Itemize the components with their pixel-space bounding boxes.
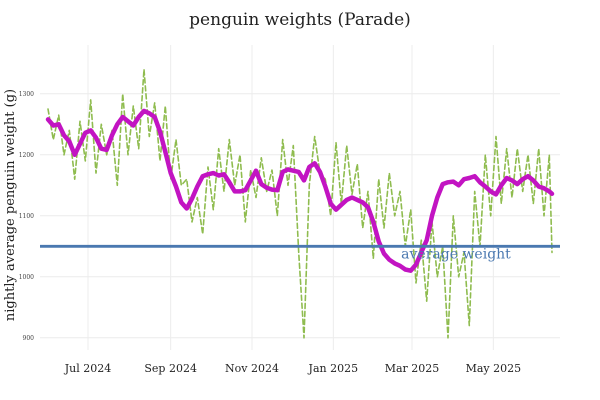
x-tick-label: Jan 2025 [308,362,359,375]
x-tick-label: Mar 2025 [385,362,440,375]
chart: penguin weights (Parade) nightly average… [0,0,600,400]
y-axis-label: nightly average penguin weight (g) [3,89,18,321]
x-tick-label: Nov 2024 [225,362,279,375]
average-weight-annotation: average weight [401,246,511,262]
y-tick-label: 1300 [19,91,34,98]
y-tick-label: 1200 [19,152,34,159]
chart-background [0,0,600,400]
x-tick-label: May 2025 [466,362,522,375]
y-tick-label: 1100 [19,213,34,220]
chart-title: penguin weights (Parade) [189,10,411,30]
x-tick-label: Jul 2024 [64,362,112,375]
y-tick-label: 1000 [19,274,34,281]
y-tick-label: 900 [23,335,35,342]
x-tick-label: Sep 2024 [144,362,197,375]
